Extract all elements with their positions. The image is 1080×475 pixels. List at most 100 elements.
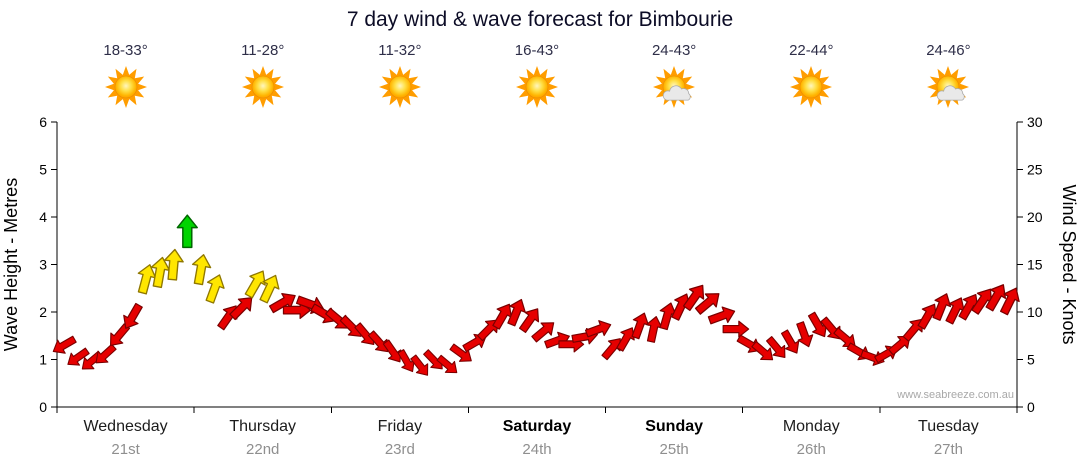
wind-axis-tick-label: 15 (1027, 257, 1043, 273)
wave-axis-tick-label: 2 (39, 304, 47, 320)
wind-arrow (985, 284, 1007, 312)
sun-disc (388, 75, 412, 99)
wind-arrow (67, 347, 90, 366)
sun-icon (378, 66, 421, 108)
wind-arrow (191, 254, 212, 286)
page-title: 7 day wind & wave forecast for Bimbourie (346, 8, 734, 31)
wind-axis-tick-label: 5 (1027, 352, 1035, 368)
wind-arrow (123, 302, 143, 329)
day-name: Sunday (645, 418, 704, 435)
day-date: 27th (933, 441, 964, 458)
temp-range-label: 11-28° (241, 42, 285, 59)
wave-axis-tick-label: 4 (39, 209, 47, 225)
cloud (662, 85, 691, 101)
wind-arrow (932, 293, 952, 321)
day-name: Saturday (502, 418, 572, 435)
wind-axis-tick-label: 0 (1027, 399, 1035, 415)
wave-axis-tick-label: 5 (39, 162, 47, 178)
wind-arrow (367, 330, 389, 353)
wind-arrow (410, 354, 429, 376)
day-header: 24-43° (606, 42, 743, 111)
day-date: 26th (796, 441, 826, 458)
day-name: Monday (782, 418, 840, 435)
temp-range-label: 24-46° (926, 42, 971, 59)
day-header: 11-28° (194, 42, 331, 111)
wind-arrow (999, 287, 1020, 316)
day-name: Wednesday (83, 418, 168, 435)
wind-arrow (682, 284, 705, 312)
day-date: 21st (111, 441, 140, 458)
wind-axis-title: Wind Speed - Knots (1059, 184, 1079, 344)
wind-arrow (751, 341, 774, 361)
temp-range-label: 18-33° (103, 42, 148, 59)
wind-arrow (707, 306, 736, 325)
sun-icon (104, 66, 147, 108)
cloud (937, 85, 966, 101)
day-label: Monday 26th (743, 417, 880, 458)
day-label: Saturday 24th (468, 417, 605, 458)
wave-axis-tick-label: 3 (39, 257, 47, 273)
wind-axis-tick-label: 25 (1027, 162, 1043, 178)
sun-icon (515, 66, 558, 108)
watermark: www.seabreeze.com.au (897, 389, 1014, 401)
wind-arrow (507, 298, 526, 327)
wave-axis-tick-label: 1 (39, 352, 47, 368)
wind-arrow (902, 318, 923, 342)
sun-disc (525, 75, 549, 99)
wind-axis-tick-label: 10 (1027, 304, 1043, 320)
wind-arrow (436, 354, 458, 374)
wind-arrow (244, 270, 266, 299)
wind-arrow (796, 321, 814, 348)
wind-arrow (780, 329, 800, 354)
wind-arrow (52, 335, 77, 354)
day-headers: 18-33° 11-28° 11-32° 16-43° 24-43° 22-44° 24-4… (57, 42, 1017, 111)
day-name: Tuesday (918, 418, 979, 435)
wave-axis-tick-label: 6 (39, 114, 47, 130)
day-name: Friday (377, 418, 423, 435)
temp-range-label: 16-43° (514, 42, 560, 59)
wind-arrow (616, 327, 635, 352)
day-label: Sunday 25th (606, 417, 743, 458)
sun-disc (799, 75, 823, 99)
sun-cloud-icon (653, 66, 696, 108)
wind-arrow (584, 320, 612, 338)
wind-arrow (163, 248, 184, 281)
temp-range-label: 11-32° (378, 42, 422, 59)
wave-axis-tick-label: 0 (39, 399, 47, 415)
day-labels: Wednesday 21st Thursday 22nd Friday 23rd Satur… (57, 417, 1017, 458)
wind-arrow (888, 335, 911, 356)
day-date: 23rd (384, 441, 415, 458)
day-header: 24-46° (880, 42, 1017, 111)
wind-arrow (176, 214, 198, 249)
day-date: 22nd (246, 441, 280, 458)
sun-icon (790, 66, 833, 108)
day-label: Wednesday 21st (57, 417, 194, 458)
wind-arrow (531, 322, 555, 343)
wind-arrow (694, 293, 720, 315)
wind-arrow (518, 308, 540, 334)
wind-arrow (229, 297, 253, 321)
day-date: 24th (522, 441, 552, 458)
wind-arrow (95, 343, 117, 364)
wind-axis-tick-label: 30 (1027, 114, 1043, 130)
wave-axis-title: Wave Height - Metres (1, 178, 21, 351)
wind-arrow (205, 274, 225, 304)
day-header: 18-33° (57, 42, 194, 111)
day-label: Thursday 22nd (194, 417, 331, 458)
wind-arrow (382, 339, 402, 363)
temp-range-label: 24-43° (651, 42, 697, 59)
wind-arrow (259, 274, 280, 304)
day-header: 11-32° (331, 42, 468, 111)
temp-range-label: 22-44° (789, 42, 834, 59)
day-header: 22-44° (743, 42, 880, 111)
day-name: Thursday (229, 418, 297, 435)
wind-axis-tick-label: 20 (1027, 209, 1043, 225)
day-label: Tuesday 27th (880, 417, 1017, 458)
day-header: 16-43° (468, 42, 605, 111)
day-label: Friday 23rd (331, 417, 468, 458)
sun-icon (241, 66, 284, 108)
wind-arrow (765, 335, 786, 359)
wind-arrow (833, 327, 856, 348)
